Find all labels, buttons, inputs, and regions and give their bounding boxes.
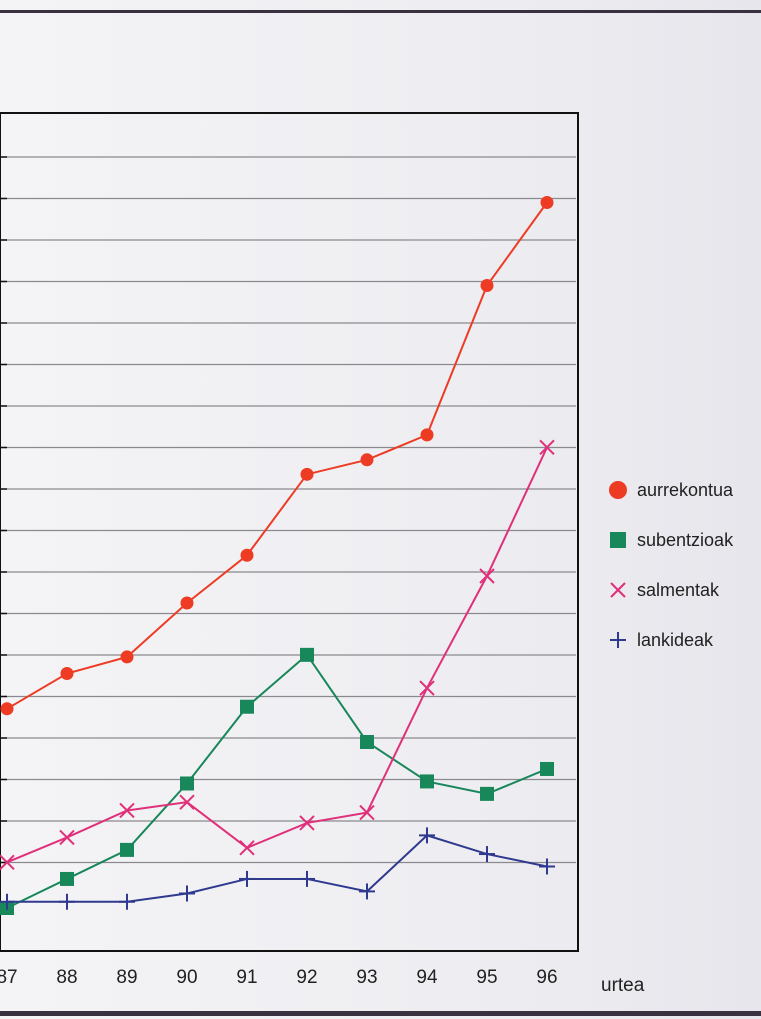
x-tick-label: 92 <box>296 967 317 988</box>
data-point-salmentak <box>0 854 15 871</box>
data-point-lankideak <box>359 883 375 900</box>
x-tick-label: 94 <box>416 967 438 988</box>
data-point-aurrekontua <box>300 467 314 481</box>
legend-label: aurrekontua <box>637 480 734 500</box>
data-point-salmentak <box>539 439 555 456</box>
series-salmentak <box>0 439 555 871</box>
series-layer <box>0 196 555 915</box>
data-point-aurrekontua <box>120 650 134 664</box>
legend-item-aurrekontua: aurrekontua <box>609 480 734 500</box>
series-aurrekontua <box>0 196 554 716</box>
legend-marker <box>610 532 626 548</box>
data-point-salmentak <box>359 804 375 821</box>
legend-marker <box>609 481 627 499</box>
data-point-subentzioak <box>540 761 554 776</box>
data-point-salmentak <box>59 829 75 846</box>
legend-label: lankideak <box>637 630 714 650</box>
data-point-lankideak <box>0 893 15 910</box>
data-point-subentzioak <box>60 871 74 886</box>
data-point-salmentak <box>299 815 315 831</box>
data-point-subentzioak <box>120 842 134 857</box>
data-point-salmentak <box>239 840 255 856</box>
top-border <box>0 10 761 13</box>
marker-stroke <box>610 582 626 598</box>
data-point-salmentak <box>179 794 195 810</box>
x-axis-title: urtea <box>601 975 645 996</box>
data-point-subentzioak <box>300 647 314 662</box>
series-line-subentzioak <box>6 653 548 909</box>
x-tick-label: 91 <box>236 967 257 988</box>
data-point-subentzioak <box>360 735 374 749</box>
legend-marker <box>610 632 626 648</box>
x-tick-label: 88 <box>56 967 77 988</box>
data-point-lankideak <box>59 893 75 910</box>
legend-item-salmentak: salmentak <box>610 580 720 600</box>
data-point-aurrekontua <box>360 453 374 467</box>
data-point-salmentak <box>119 802 135 819</box>
data-point-aurrekontua <box>420 428 434 442</box>
series-line-aurrekontua <box>6 201 548 710</box>
data-point-lankideak <box>299 870 315 887</box>
data-point-aurrekontua <box>240 548 254 562</box>
legend: aurrekontua subentzioak salmentak lankideak <box>609 480 734 650</box>
data-point-aurrekontua <box>180 596 194 610</box>
data-point-lankideak <box>239 870 255 887</box>
series-line-lankideak <box>7 834 548 903</box>
bottom-border <box>0 1011 761 1016</box>
data-point-subentzioak <box>240 699 254 714</box>
legend-item-subentzioak: subentzioak <box>610 530 734 550</box>
data-point-subentzioak <box>180 776 194 791</box>
marker-stroke <box>419 680 435 696</box>
legend-label: subentzioak <box>637 530 734 550</box>
marker-stroke <box>299 815 315 831</box>
data-point-aurrekontua <box>60 667 74 681</box>
marker-stroke <box>479 568 495 584</box>
x-tick-label: 87 <box>0 967 18 988</box>
series-subentzioak <box>0 647 554 915</box>
series-line-salmentak <box>6 446 548 864</box>
marker-stroke <box>239 840 255 856</box>
marker-stroke <box>539 439 555 456</box>
x-tick-label: 96 <box>536 967 557 988</box>
marker-stroke <box>119 802 135 819</box>
x-tick-label: 89 <box>116 967 137 988</box>
x-tick-labels: 87 88 89 90 91 92 93 94 95 96 <box>0 967 558 988</box>
data-point-lankideak <box>179 885 195 902</box>
data-point-lankideak <box>119 893 135 910</box>
plot-frame <box>0 112 579 952</box>
data-point-aurrekontua <box>480 279 494 292</box>
legend-label: salmentak <box>637 580 720 600</box>
data-point-lankideak <box>479 846 495 863</box>
data-point-subentzioak <box>480 786 494 801</box>
marker-stroke <box>59 829 75 846</box>
marker-stroke <box>179 794 195 810</box>
legend-item-lankideak: lankideak <box>610 630 714 650</box>
x-tick-label: 90 <box>176 967 197 988</box>
marker-stroke <box>359 804 375 821</box>
data-point-aurrekontua <box>0 702 14 716</box>
x-tick-label: 95 <box>476 967 497 988</box>
data-point-lankideak <box>539 858 555 875</box>
grid-lines <box>0 156 576 905</box>
series-lankideak <box>0 827 555 910</box>
data-point-aurrekontua <box>540 196 554 209</box>
data-point-salmentak <box>419 680 435 696</box>
x-tick-label: 93 <box>356 967 377 988</box>
data-point-lankideak <box>419 827 435 844</box>
legend-marker <box>610 582 626 598</box>
data-point-salmentak <box>479 568 495 584</box>
marker-stroke <box>0 854 15 871</box>
data-point-subentzioak <box>420 774 434 789</box>
